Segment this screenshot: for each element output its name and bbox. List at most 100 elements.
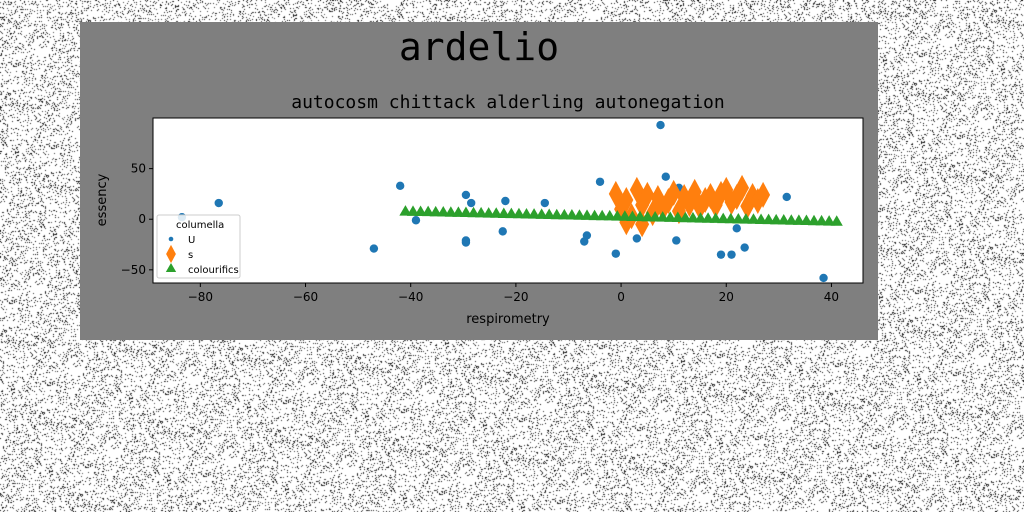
series-u-point: [498, 227, 507, 236]
series-s-point: [756, 181, 771, 208]
series-colourifics-point: [633, 210, 647, 222]
y-tick-label: 50: [131, 162, 146, 176]
series-colourifics-point: [580, 209, 594, 220]
x-tick-label: −40: [398, 290, 423, 304]
series-colourifics-point: [807, 214, 821, 226]
series-colourifics-point: [815, 214, 828, 226]
series-u-point: [501, 196, 510, 206]
series-colourifics-point: [754, 213, 768, 224]
series-colourifics-point: [467, 206, 480, 218]
series-s-point: [666, 179, 681, 206]
x-tick-label: 20: [719, 290, 734, 304]
series-colourifics-point: [724, 212, 737, 224]
series-colourifics-point: [406, 205, 420, 216]
series-s-point: [640, 181, 655, 208]
series-u-point: [656, 120, 665, 130]
series-colourifics-point: [694, 212, 707, 223]
series-u-point: [782, 192, 791, 202]
series-colourifics-point: [573, 209, 586, 220]
x-tick-label: −80: [188, 290, 213, 304]
legend-marker: [166, 244, 176, 264]
series-colourifics-point: [649, 211, 662, 222]
x-tick-label: 40: [824, 290, 839, 304]
y-axis-label: essency: [95, 173, 110, 226]
series-colourifics-point: [626, 210, 639, 221]
series-colourifics-point: [641, 210, 654, 222]
series-u-point: [214, 198, 223, 208]
series-colourifics-point: [399, 205, 412, 216]
series-colourifics-point: [686, 211, 700, 223]
series-colourifics-point: [792, 214, 805, 225]
series-colourifics-point: [527, 208, 541, 219]
series-colourifics-point: [535, 208, 548, 219]
series-colourifics-point: [459, 206, 473, 218]
series-colourifics-point: [709, 212, 722, 223]
series-u-point: [461, 238, 471, 247]
legend-marker: [165, 263, 177, 272]
series-colourifics-point: [762, 213, 775, 225]
series-u-point: [740, 243, 749, 252]
series-colourifics-point: [596, 209, 609, 221]
series-u-point: [540, 198, 550, 208]
legend-box: [156, 214, 241, 279]
y-tick-label: 0: [138, 212, 146, 226]
x-tick-label: 0: [617, 290, 625, 304]
series-colourifics-point: [732, 212, 745, 224]
legend-label: colourifics: [188, 265, 239, 276]
legend-title: columella: [176, 220, 224, 231]
x-axis-label: respirometry: [466, 312, 550, 327]
series-colourifics-point: [543, 208, 556, 220]
legend: columella Us colourifics: [156, 214, 241, 279]
legend-items: Us colourifics: [165, 235, 239, 276]
legend-label: U: [188, 235, 195, 246]
data-marks: [177, 120, 843, 283]
series-colourifics-point: [747, 213, 760, 224]
series-colourifics-point: [770, 213, 783, 225]
series-colourifics-point: [739, 213, 753, 224]
x-tick-label: −20: [503, 290, 528, 304]
series-colourifics-point: [611, 210, 624, 221]
series-colourifics-point: [437, 206, 450, 217]
series-colourifics-point: [490, 207, 503, 218]
series-u-point: [716, 250, 726, 259]
series-colourifics-point: [671, 211, 684, 223]
series-colourifics-point: [550, 208, 563, 220]
series-u-point: [466, 198, 476, 208]
series-colourifics-point: [777, 214, 790, 225]
legend-label: s: [188, 250, 193, 261]
series-u-point: [632, 234, 642, 243]
series-u-point: [461, 190, 471, 200]
series-colourifics-point: [505, 207, 518, 219]
series-colourifics-point: [444, 206, 457, 217]
series-colourifics-point: [414, 205, 427, 216]
series-colourifics-point: [656, 211, 669, 222]
series-colourifics-point: [558, 208, 571, 220]
series-colourifics-point: [452, 206, 465, 217]
series-colourifics-point: [475, 206, 488, 218]
series-colourifics-point: [618, 210, 631, 221]
series-u-point: [369, 244, 379, 253]
x-tick-label: −60: [293, 290, 318, 304]
y-axis-ticks: −50 0 50: [121, 162, 153, 277]
series-u-point: [732, 224, 741, 233]
series-u-point: [395, 181, 405, 191]
series-s-point: [735, 174, 750, 201]
series-colourifics-point: [830, 215, 843, 226]
y-tick-label: −50: [121, 263, 146, 277]
series-u-point: [819, 273, 828, 283]
series-colourifics-point: [664, 211, 677, 222]
series-colourifics-point: [422, 205, 435, 217]
series-colourifics-point: [497, 207, 510, 218]
series-colourifics-point: [717, 212, 730, 224]
series-colourifics-point: [565, 209, 578, 220]
series-u-point: [411, 216, 421, 225]
series-u-point: [661, 172, 670, 181]
series-colourifics-point: [588, 209, 601, 221]
series-colourifics-point: [701, 212, 715, 223]
series-u-point: [611, 249, 621, 258]
series-u-point: [582, 231, 592, 240]
series-u-point: [727, 250, 736, 259]
series-colourifics-point: [520, 207, 533, 219]
